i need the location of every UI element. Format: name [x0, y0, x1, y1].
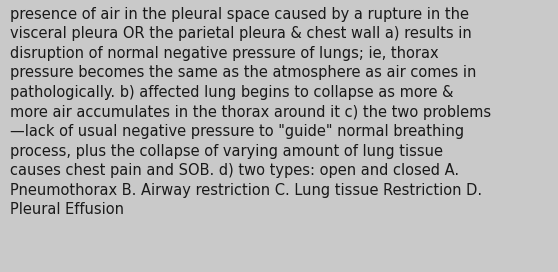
Text: presence of air in the pleural space caused by a rupture in the
visceral pleura : presence of air in the pleural space cau… — [10, 7, 491, 217]
